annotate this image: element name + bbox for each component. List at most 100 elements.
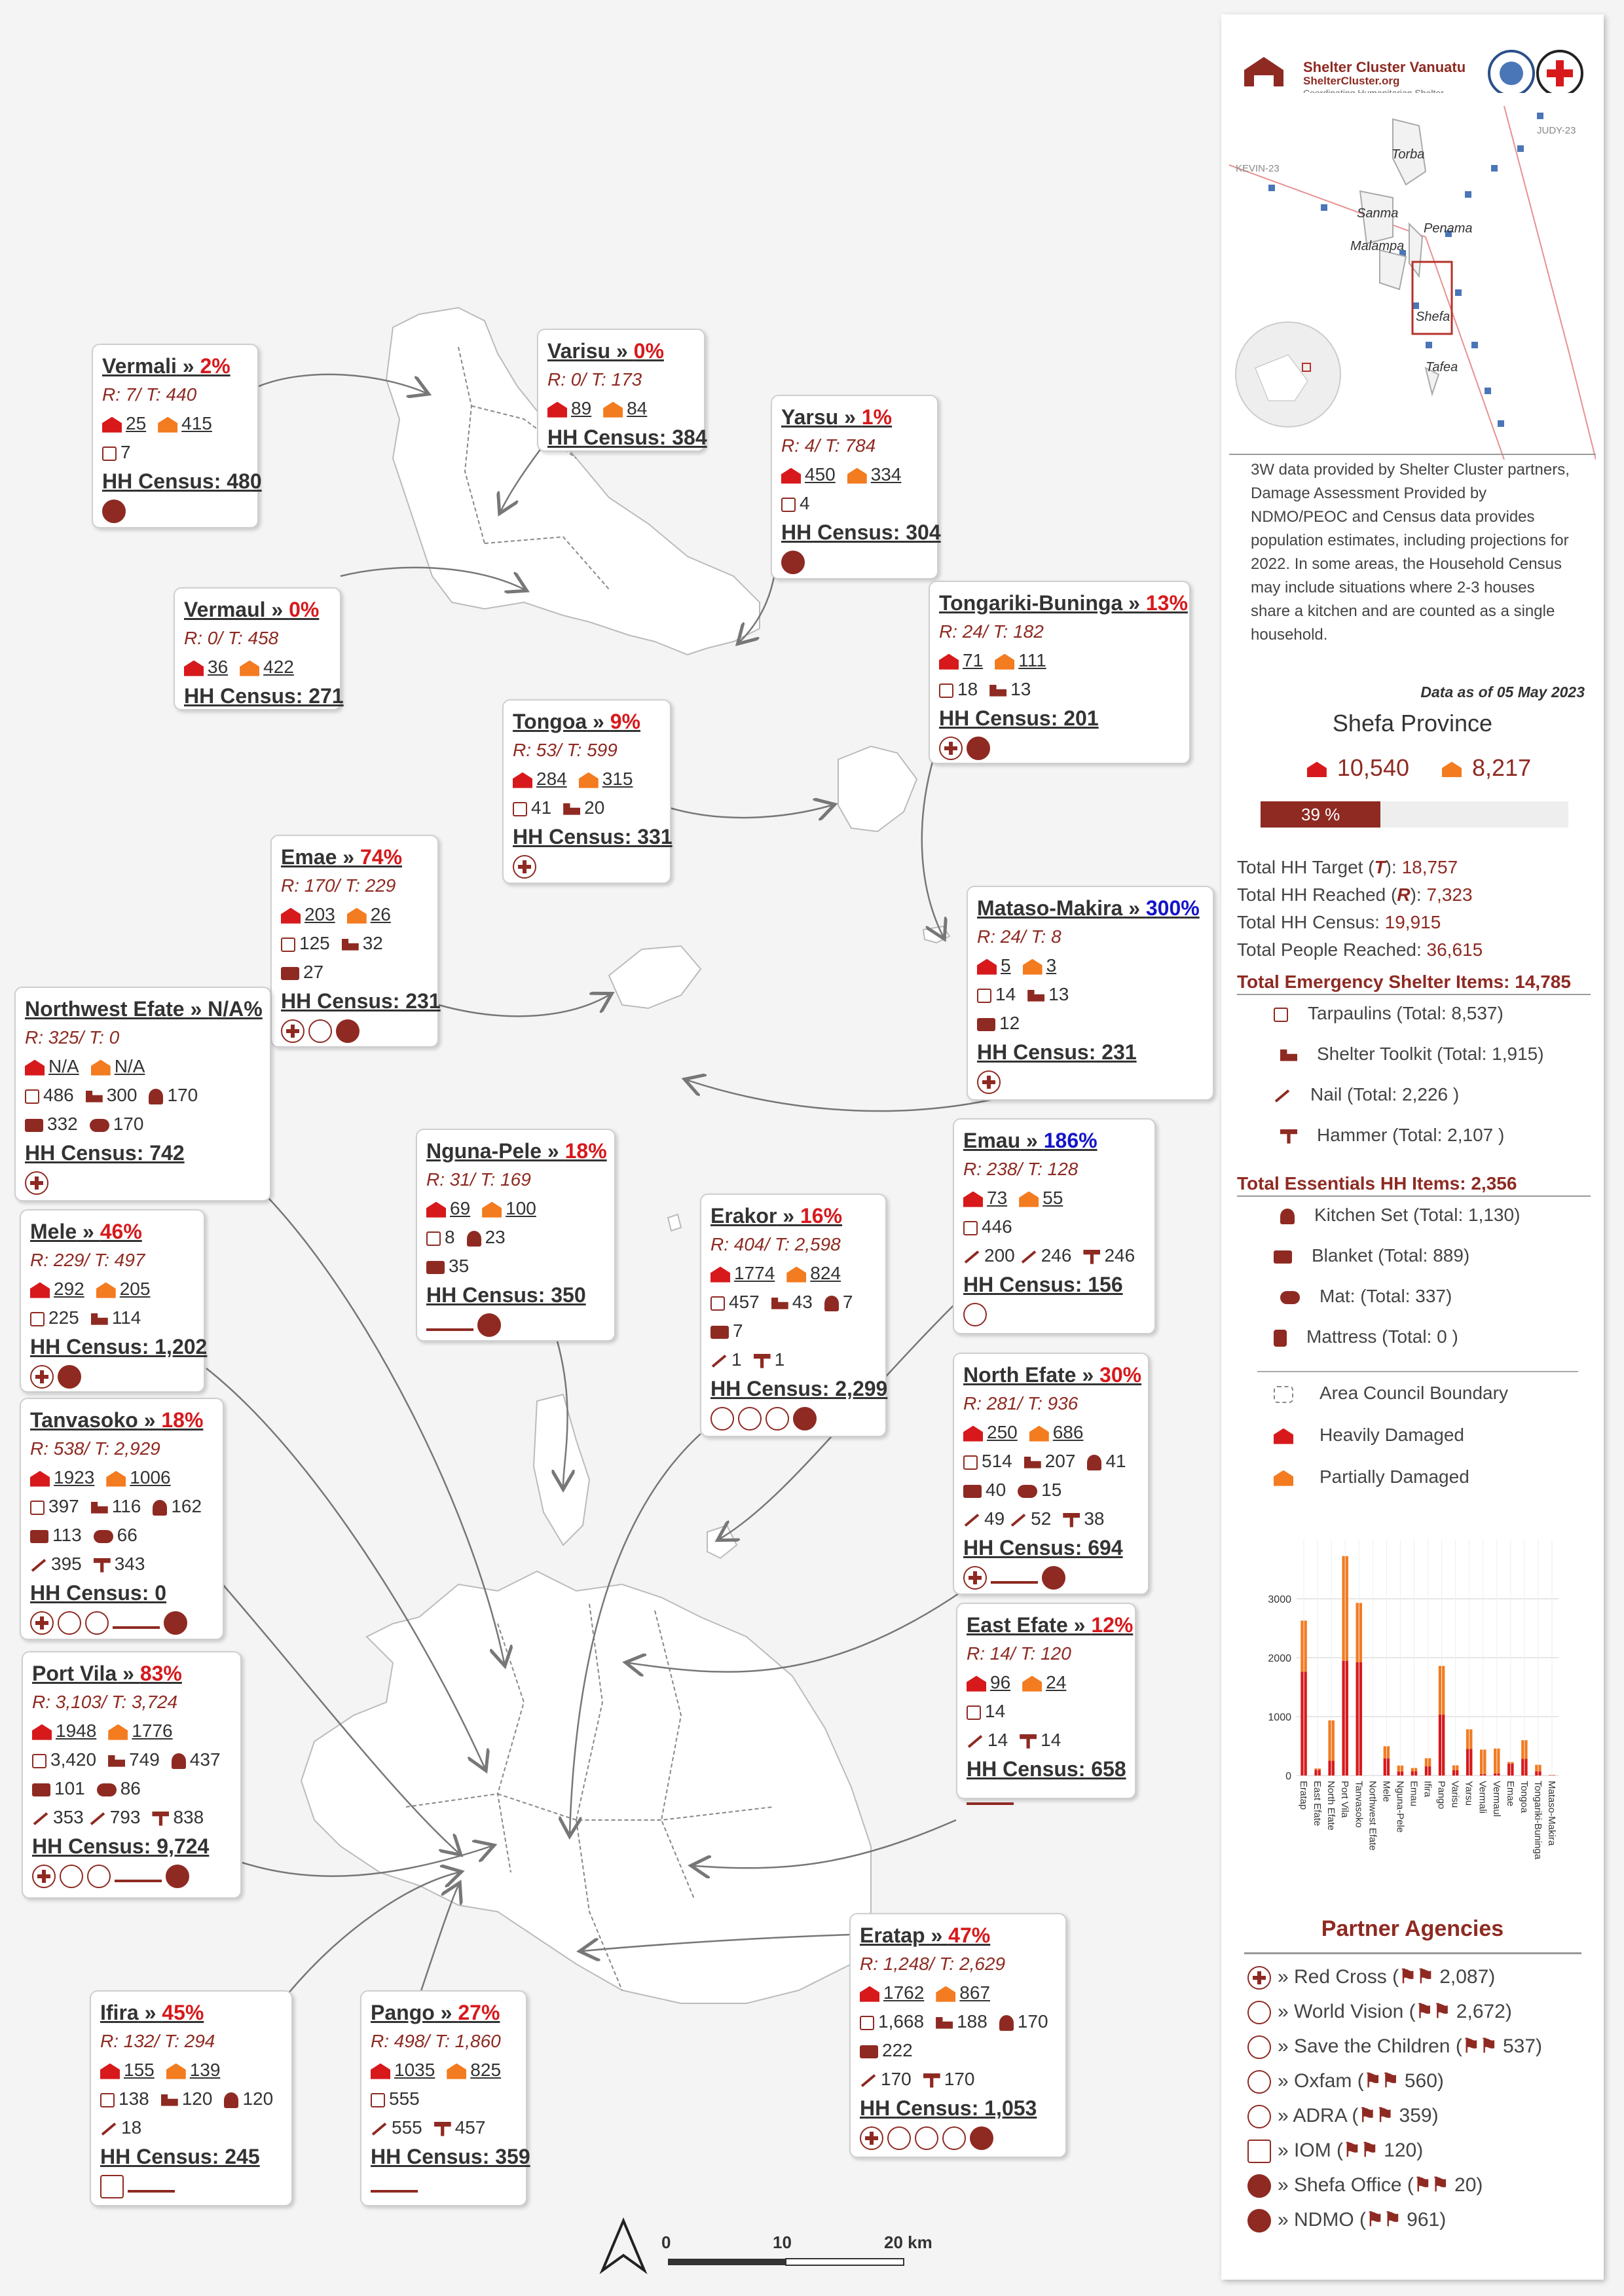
card-heavily: N/A — [48, 1056, 79, 1076]
card-items-row: 353 793 838 — [32, 1803, 231, 1832]
card-partner-logos — [781, 547, 928, 575]
card-items-row: 395 343 — [30, 1550, 213, 1578]
card-item-value: 555 — [389, 2088, 420, 2109]
card-census: HH Census: 694 — [963, 1536, 1123, 1559]
card-reached-target: R: 325/ T: 0 — [25, 1027, 120, 1048]
partially-damaged-icon — [158, 416, 178, 433]
chart-ytick: 1000 — [1268, 1712, 1291, 1723]
card-item-value: 27 — [303, 962, 324, 982]
scale-label-20: 20 km — [884, 2232, 932, 2252]
card-reached-target: R: 7/ T: 440 — [102, 384, 197, 405]
stat-row: Total HH Reached (R): 7,323 — [1237, 884, 1473, 905]
card-heavily: 1948 — [56, 1721, 97, 1741]
card-item-value: 7 — [733, 1321, 743, 1341]
card-items-row: 3,420 749 437 — [32, 1745, 231, 1774]
card-percent: N/A% — [208, 997, 263, 1021]
card-items-row: 7 — [710, 1317, 876, 1345]
card-items-row: 27 — [281, 958, 428, 987]
shelter-toolkit-icon — [1024, 1456, 1041, 1468]
card-census: HH Census: 9,724 — [32, 1834, 210, 1858]
card-damage-row: 69 100 — [426, 1194, 605, 1223]
oxfam-logo-icon — [710, 1406, 734, 1430]
sidebar-item: Blanket (Total: 889) — [1274, 1245, 1469, 1266]
card-partner-logos — [860, 2123, 1056, 2151]
card-item-value: 14 — [985, 1701, 1006, 1721]
partners-title: Partner Agencies — [1321, 1916, 1504, 1941]
card-heavily: 284 — [536, 769, 567, 789]
card-item-value: 23 — [485, 1227, 506, 1247]
card-reached-target: R: 538/ T: 2,929 — [30, 1438, 160, 1459]
oxfam-logo-icon — [887, 2126, 911, 2150]
ndmo-logo-icon — [102, 499, 126, 523]
partially-damaged-icon — [1022, 958, 1043, 975]
card-census: HH Census: 304 — [781, 520, 941, 544]
card-percent: 0% — [633, 339, 664, 363]
card-item-value: 120 — [181, 2088, 213, 2109]
people-icon: ⚑⚑ — [1343, 2140, 1378, 2161]
shelter-toolkit-icon — [771, 1297, 788, 1309]
chart-xtick: Mataso-Makira — [1546, 1781, 1557, 1846]
card-item-value: 7 — [842, 1292, 853, 1312]
emau-island — [667, 1213, 682, 1232]
card-item-value: 41 — [531, 797, 552, 818]
card-items-row: 397 116 162 — [30, 1492, 213, 1521]
card-partner-logos — [426, 1309, 605, 1338]
card-partially: 84 — [627, 398, 648, 418]
card-item-value: 114 — [111, 1307, 141, 1328]
partially-damaged-icon — [482, 1201, 502, 1218]
card-items-row: 514 207 41 — [963, 1447, 1139, 1476]
nail-icon — [860, 2073, 876, 2087]
card-percent: 83% — [139, 1662, 182, 1685]
card-heavily: 1035 — [394, 2060, 435, 2080]
save-the-children-logo-icon — [58, 1611, 81, 1635]
card-item-value: 4 — [800, 493, 810, 513]
ndmo-logo-icon — [1042, 1565, 1065, 1590]
card-percent: 12% — [1091, 1613, 1134, 1637]
card-damage-row: 73 55 — [963, 1184, 1145, 1212]
card-partner-logos — [30, 1361, 194, 1390]
tarpaulin-icon — [281, 937, 295, 952]
kitchen-set-icon — [153, 1499, 168, 1516]
chart-xtick: Emae — [1505, 1781, 1516, 1806]
card-item-value: 437 — [189, 1749, 221, 1770]
chart-ytick: 3000 — [1268, 1594, 1291, 1605]
partially-total: 8,217 — [1472, 754, 1532, 781]
shelter-toolkit-icon — [108, 1755, 126, 1767]
people-icon: ⚑⚑ — [1363, 2070, 1399, 2092]
shelter-toolkit-icon — [90, 1501, 108, 1514]
card-tongoa: Tongoa » 9% R: 53/ T: 599 284 315 41 20 HH Cen… — [502, 699, 673, 884]
card-title: Northwest Efate » N/A% — [25, 997, 263, 1021]
card-items-row: 222 — [860, 2036, 1056, 2065]
save-the-children-logo-icon — [87, 1864, 111, 1888]
kitchen-set-icon — [999, 2014, 1014, 2031]
partner-item: » IOM (⚑⚑ 120) — [1247, 2139, 1423, 2164]
card-reached-target: R: 229/ T: 497 — [30, 1250, 145, 1270]
card-item-value: 14 — [995, 984, 1016, 1004]
adra-logo-icon — [942, 2126, 966, 2150]
card-item-value: 1 — [774, 1349, 785, 1370]
card-items-row: 101 86 — [32, 1774, 231, 1803]
card-nguna: Nguna-Pele » 18% R: 31/ T: 169 69 100 8 23 35 H… — [416, 1129, 616, 1341]
heavily-damaged-icon — [547, 401, 567, 418]
card-percent: 46% — [100, 1220, 142, 1243]
chart-xtick: Tanvasoko — [1353, 1781, 1364, 1828]
kitchen-set-icon — [224, 2092, 239, 2108]
blanket-icon — [281, 966, 299, 980]
org-title: Shelter Cluster Vanuatu — [1303, 59, 1466, 75]
card-item-value: 170 — [113, 1114, 144, 1134]
card-items-row: 200 246 246 — [963, 1241, 1145, 1270]
card-partner-logos — [32, 1861, 231, 1889]
card-item-value: 18 — [957, 679, 978, 699]
card-item-value: 395 — [51, 1554, 82, 1574]
shelter-toolkit-icon — [90, 1313, 108, 1325]
card-damage-row: 1923 1006 — [30, 1463, 213, 1492]
card-damage-row: 450 334 — [781, 460, 928, 489]
org-site: ShelterCluster.org — [1303, 75, 1400, 87]
card-title: Nguna-Pele » 18% — [426, 1139, 607, 1163]
shelter-toolkit-icon — [160, 2094, 178, 2106]
card-damage-row: 155 139 — [100, 2056, 282, 2085]
card-heavily: 1762 — [883, 1982, 925, 2003]
epi-island — [385, 306, 760, 656]
red-cross-logo-icon — [32, 1864, 56, 1888]
partially-damaged-icon — [786, 1266, 807, 1283]
